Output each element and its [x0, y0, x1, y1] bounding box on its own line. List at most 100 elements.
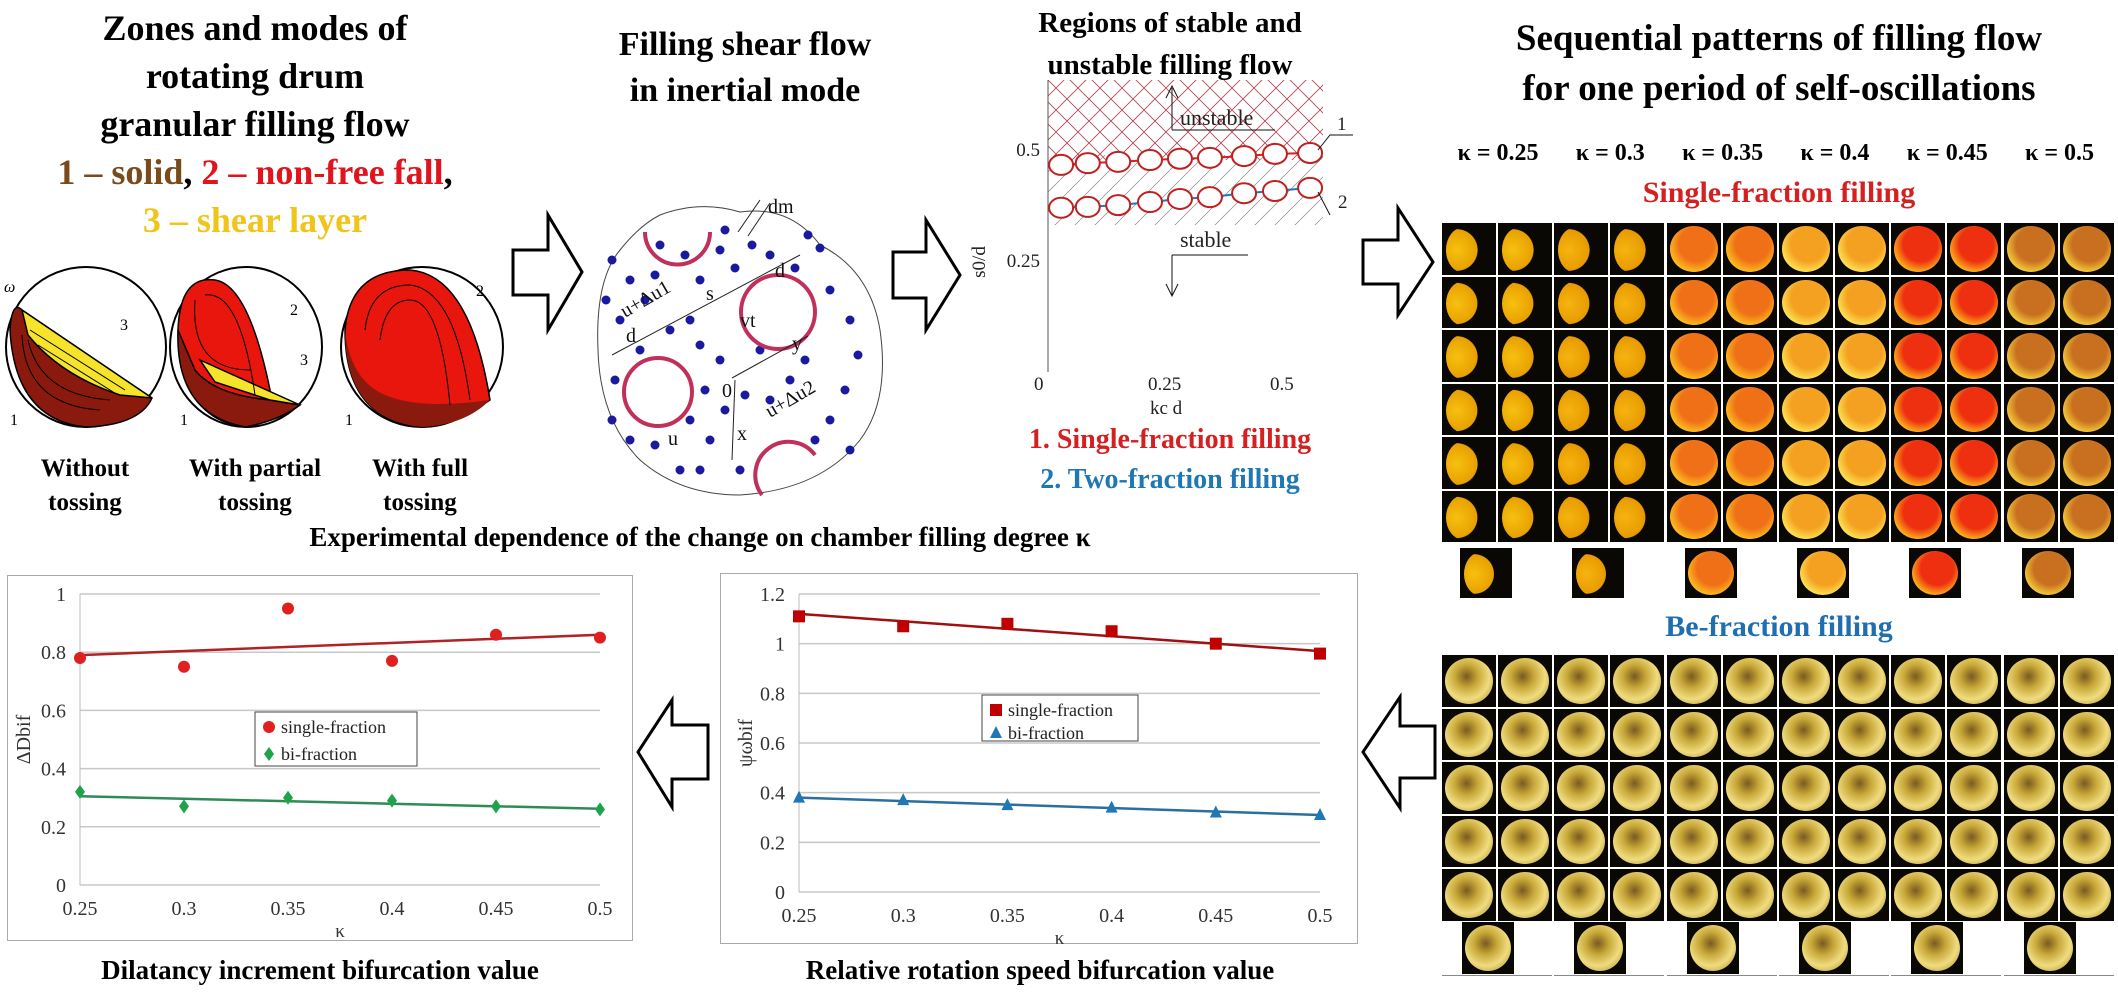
particle [685, 315, 695, 325]
flow-photo [1834, 869, 1889, 921]
stability-legend: 1. Single-fraction filling 2. Two-fracti… [1000, 420, 1340, 500]
series-1-point [1297, 141, 1324, 164]
x-axis-label: κ [335, 921, 345, 942]
flow-photo [1498, 276, 1552, 328]
series-2-marker: 2 [1338, 192, 1348, 213]
particle [695, 340, 705, 350]
particle [715, 245, 725, 255]
flow-photo [2059, 762, 2114, 814]
large-particle [622, 356, 694, 428]
dm-label: dm [768, 196, 794, 218]
single-fraction-point [1001, 617, 1014, 630]
legend-marker [263, 721, 275, 733]
flow-photo [2003, 437, 2058, 489]
particle [735, 465, 745, 475]
flow-photo [1666, 815, 1721, 867]
xtick-label: 0.4 [380, 898, 405, 920]
particle [650, 270, 660, 280]
mode-label-without: Without tossing [10, 452, 160, 520]
chart-1: 0 0.2 0.4 0.6 0.8 1 1.2 0.25 0.3 0.35 0.4 0.45 0.5 κ ψ… [735, 584, 1333, 949]
flow-photo [2003, 708, 2058, 760]
bi-fraction-point [179, 799, 189, 814]
particle [700, 385, 710, 395]
zones-title-line: granular filling flow [100, 104, 410, 144]
flow-photo [1554, 437, 1609, 489]
flow-photo [1778, 762, 1833, 814]
series-1-point [1105, 150, 1132, 173]
series-2-point [1297, 176, 1324, 199]
particle [625, 435, 635, 445]
bi-fraction-point [283, 790, 293, 805]
kappa-label: κ = 0.45 [1906, 140, 1988, 166]
flow-photo [1947, 437, 2002, 489]
series-1-point [1137, 149, 1164, 172]
flow-photo [2059, 869, 2114, 921]
zone-2-label: 2 [290, 302, 298, 319]
kappa-label: κ = 0.25 [1457, 140, 1539, 166]
flow-photo [2003, 383, 2058, 435]
particle [720, 405, 730, 415]
flow-photo [1498, 762, 1552, 814]
flow-photo [1834, 437, 1889, 489]
flow-photo [1442, 223, 1496, 275]
mode-line: With full [371, 455, 469, 482]
flow-photo [1442, 383, 1496, 435]
stable-label: stable [1180, 227, 1231, 252]
ytick-label: 1 [56, 584, 66, 606]
ytick-label: 0 [775, 882, 785, 904]
chart-frame-dilatancy [7, 575, 633, 941]
particle [640, 295, 650, 305]
single-fraction-label: Single-fraction filling [1642, 176, 1916, 209]
flow-photo [1462, 922, 1514, 974]
kappa-label: κ = 0.4 [1800, 140, 1870, 166]
ytick-label: 0.8 [41, 642, 66, 664]
flow-photo [1891, 815, 1946, 867]
flow-photo [1498, 708, 1552, 760]
flow-photo [1610, 383, 1665, 435]
flow-photo [1778, 330, 1833, 382]
origin-label: 0 [722, 380, 732, 402]
flow-photo [1442, 490, 1496, 542]
particle [607, 415, 617, 425]
ytick-label: 0.6 [41, 700, 66, 722]
particle [675, 465, 685, 475]
flow-photo [1947, 655, 2002, 707]
ytick-label: 0.4 [41, 759, 66, 781]
particle [695, 465, 705, 475]
flow-photo [1460, 548, 1512, 598]
ytick-label: 0.5 [1016, 140, 1040, 161]
series-2-point [1261, 179, 1288, 202]
flow-photo [1554, 276, 1609, 328]
xtick-label: 0.5 [588, 898, 613, 920]
kappa-label: κ = 0.5 [2025, 140, 2094, 166]
flow-photo [1498, 383, 1552, 435]
single-fraction-point [1314, 647, 1326, 660]
kappa-label: κ = 0.35 [1682, 140, 1764, 166]
single-fraction-point [282, 602, 294, 615]
stability-title-line: unstable filling flow [1047, 49, 1293, 81]
single-fraction-point [594, 631, 606, 644]
zones-legend: 1 – solid, 2 – non-free fall, [20, 148, 490, 196]
flow-photo [2021, 548, 2074, 598]
u-label: u [668, 428, 678, 450]
flow-photo [1610, 869, 1665, 921]
particle [610, 375, 620, 385]
flow-photo [1778, 223, 1833, 275]
particle [765, 395, 775, 405]
flow-photo [1891, 330, 1946, 382]
mode-line: tossing [48, 489, 122, 516]
flow-photo [1947, 762, 2002, 814]
bi-fraction-point [1209, 805, 1222, 818]
flow-photo [1610, 708, 1665, 760]
flow-photo [1442, 330, 1496, 382]
flow-photo [1666, 762, 1721, 814]
grid-baseline [1778, 975, 1889, 976]
flow-photo [1796, 548, 1849, 598]
bi-fraction-point [1314, 808, 1326, 821]
xtick-label: 0.5 [1270, 374, 1294, 395]
flow-photo [1442, 655, 1496, 707]
particle [685, 415, 695, 425]
flow-photo [1610, 276, 1665, 328]
flow-photo [1554, 490, 1609, 542]
patterns-title-line: for one period of self-oscillations [1522, 68, 2036, 109]
